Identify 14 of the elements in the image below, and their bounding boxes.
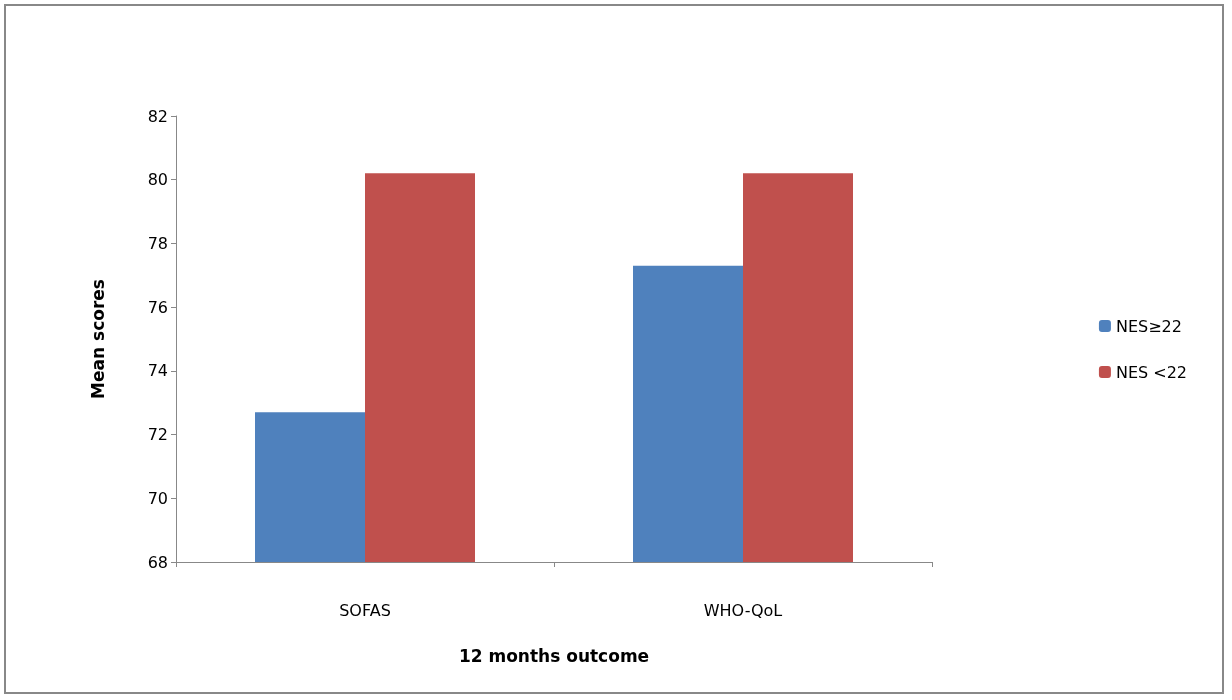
y-tick-label: 82 — [147, 106, 168, 126]
y-tick-label: 80 — [147, 170, 168, 190]
y-tick-label: 74 — [147, 361, 168, 381]
y-tick-label: 68 — [147, 552, 168, 572]
y-tick-label: 78 — [147, 233, 168, 253]
legend-label: NES <22 — [1115, 362, 1188, 382]
x-axis-title: 12 months outcome — [458, 645, 650, 666]
x-tick-label: WHO-QoL — [703, 600, 783, 620]
x-tick-label: SOFAS — [339, 600, 391, 620]
y-axis-title: Mean scores — [87, 279, 108, 399]
y-tick-label: 72 — [147, 425, 168, 445]
legend-label: NES≥22 — [1115, 316, 1182, 336]
y-tick-label: 76 — [147, 297, 168, 317]
y-tick-label: 70 — [147, 488, 168, 508]
